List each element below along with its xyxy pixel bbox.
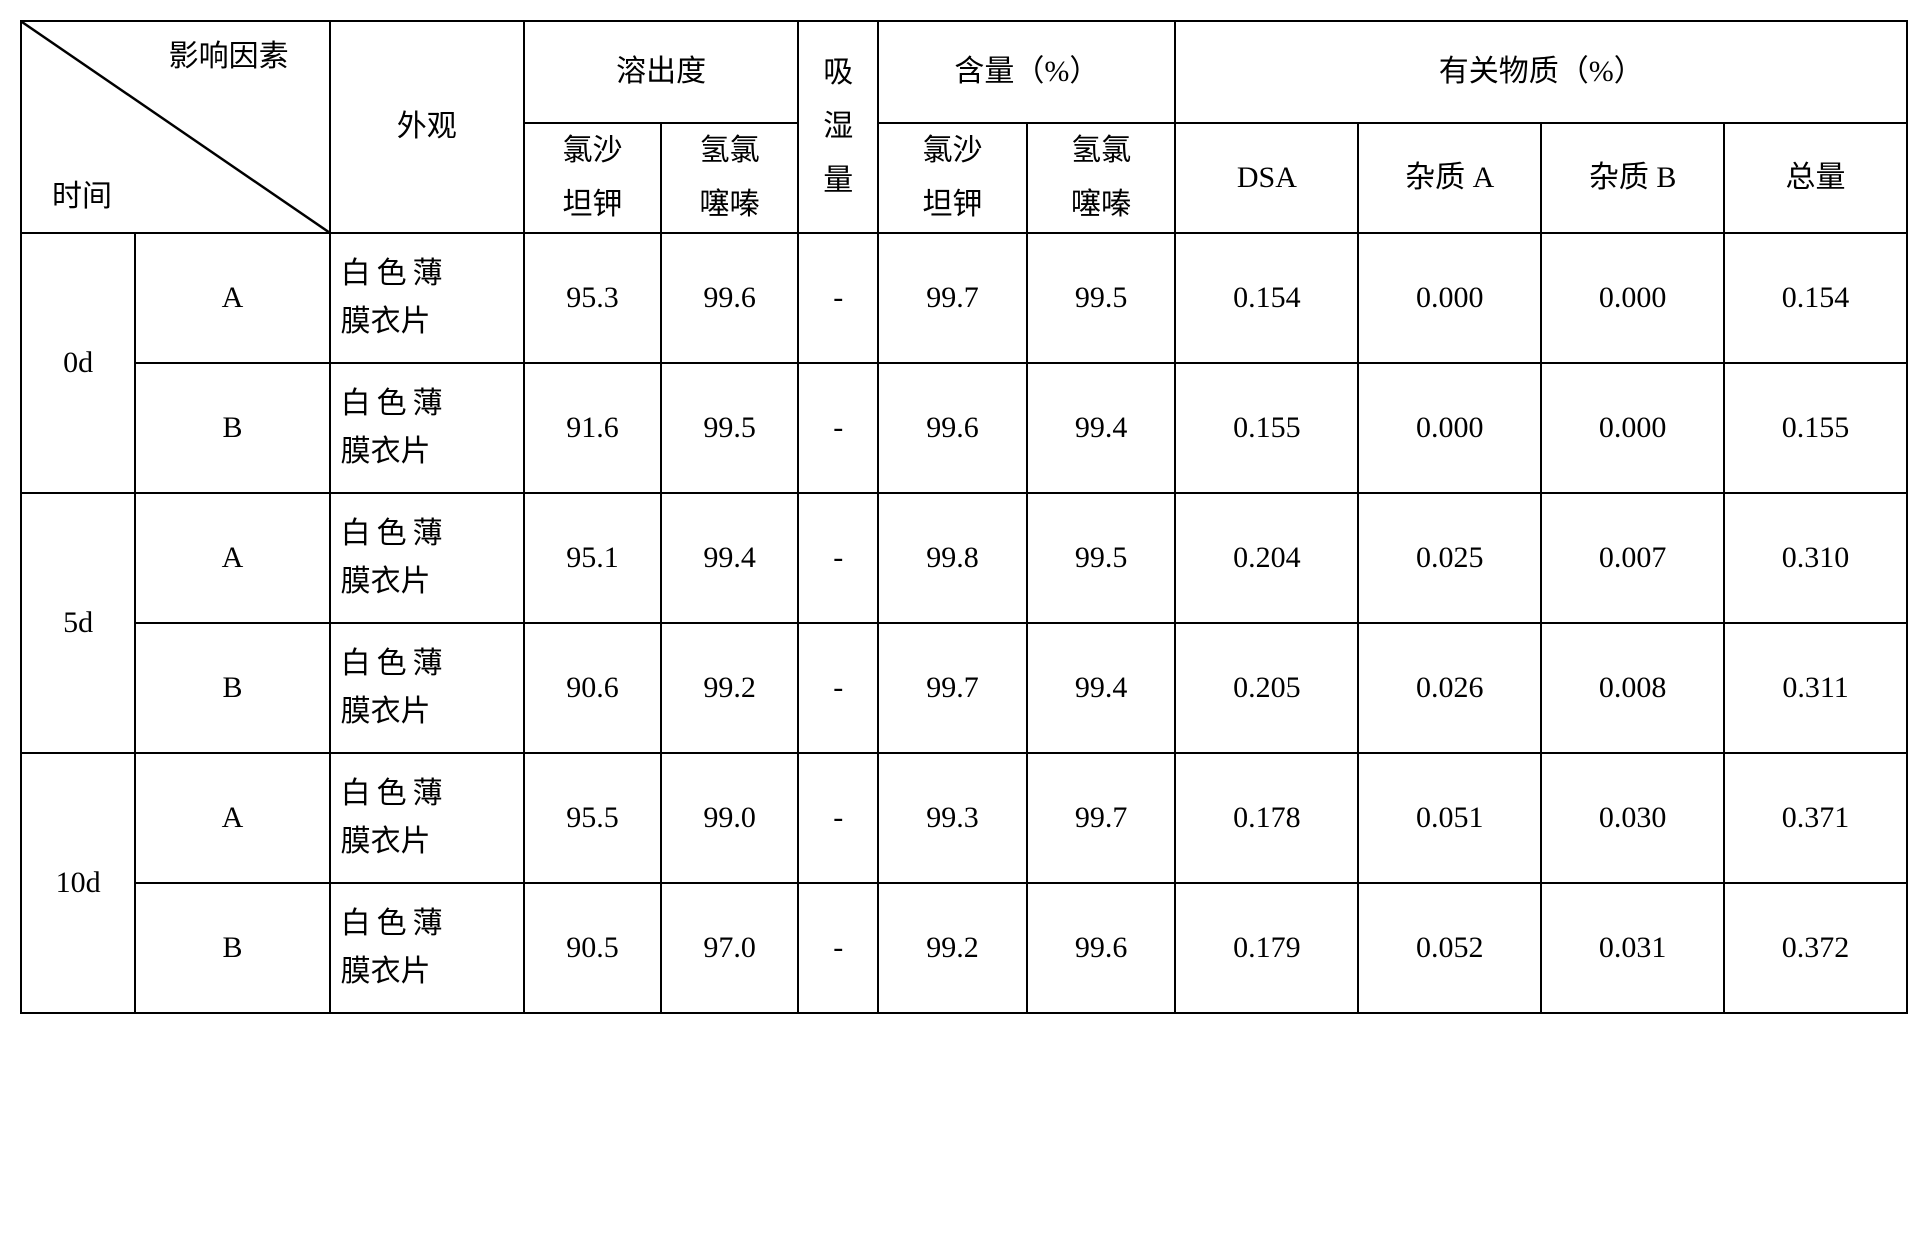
cell-factor: A [135, 753, 329, 883]
cell-dissolution-losartan: 95.1 [524, 493, 661, 623]
cell-dissolution-hctz: 99.4 [661, 493, 798, 623]
cell-dsa: 0.155 [1175, 363, 1358, 493]
cell-impurity-b: 0.031 [1541, 883, 1724, 1013]
stability-data-table: 影响因素 时间 外观 溶出度 吸湿量吸湿量 含量（%） 有关物质（%） 氯沙坦钾… [20, 20, 1908, 1014]
cell-appearance: 白色薄膜衣片 [330, 623, 524, 753]
cell-appearance: 白色薄膜衣片 [330, 493, 524, 623]
cell-impurity-b: 0.000 [1541, 233, 1724, 363]
header-dissolution-losartan: 氯沙坦钾氯沙坦钾 [524, 123, 661, 233]
cell-dissolution-hctz: 99.0 [661, 753, 798, 883]
cell-dissolution-hctz: 97.0 [661, 883, 798, 1013]
cell-total: 0.310 [1724, 493, 1907, 623]
diagonal-header-cell: 影响因素 时间 [21, 21, 330, 233]
header-content-hctz: 氢氯噻嗪氢氯噻嗪 [1027, 123, 1176, 233]
header-influencing-factors: 影响因素 [169, 30, 289, 84]
cell-dissolution-losartan: 95.5 [524, 753, 661, 883]
cell-factor: A [135, 493, 329, 623]
cell-dissolution-losartan: 95.3 [524, 233, 661, 363]
cell-total: 0.154 [1724, 233, 1907, 363]
cell-impurity-a: 0.000 [1358, 233, 1541, 363]
cell-factor: B [135, 883, 329, 1013]
cell-impurity-b: 0.030 [1541, 753, 1724, 883]
header-row-1: 影响因素 时间 外观 溶出度 吸湿量吸湿量 含量（%） 有关物质（%） [21, 21, 1907, 123]
table-row: 10dA白色薄膜衣片95.599.0-99.399.70.1780.0510.0… [21, 753, 1907, 883]
cell-dsa: 0.154 [1175, 233, 1358, 363]
header-dissolution: 溶出度 [524, 21, 798, 123]
table-row: 5dA白色薄膜衣片95.199.4-99.899.50.2040.0250.00… [21, 493, 1907, 623]
header-content-losartan: 氯沙坦钾氯沙坦钾 [878, 123, 1027, 233]
cell-content-hctz: 99.5 [1027, 493, 1176, 623]
cell-appearance: 白色薄膜衣片 [330, 363, 524, 493]
cell-content-losartan: 99.8 [878, 493, 1027, 623]
cell-content-hctz: 99.4 [1027, 623, 1176, 753]
cell-impurity-b: 0.008 [1541, 623, 1724, 753]
cell-content-hctz: 99.6 [1027, 883, 1176, 1013]
cell-humidity: - [798, 883, 878, 1013]
cell-content-losartan: 99.3 [878, 753, 1027, 883]
cell-content-hctz: 99.4 [1027, 363, 1176, 493]
header-impurity-b: 杂质 B [1541, 123, 1724, 233]
cell-factor: B [135, 623, 329, 753]
cell-impurity-a: 0.052 [1358, 883, 1541, 1013]
cell-total: 0.372 [1724, 883, 1907, 1013]
cell-total: 0.371 [1724, 753, 1907, 883]
cell-impurity-a: 0.026 [1358, 623, 1541, 753]
cell-humidity: - [798, 493, 878, 623]
header-humidity: 吸湿量吸湿量 [798, 21, 878, 233]
table-row: B白色薄膜衣片90.597.0-99.299.60.1790.0520.0310… [21, 883, 1907, 1013]
header-content: 含量（%） [878, 21, 1175, 123]
cell-time: 0d [21, 233, 135, 493]
cell-dsa: 0.204 [1175, 493, 1358, 623]
cell-humidity: - [798, 753, 878, 883]
cell-dsa: 0.205 [1175, 623, 1358, 753]
cell-appearance: 白色薄膜衣片 [330, 753, 524, 883]
header-dsa: DSA [1175, 123, 1358, 233]
cell-dissolution-hctz: 99.6 [661, 233, 798, 363]
cell-appearance: 白色薄膜衣片 [330, 883, 524, 1013]
header-appearance: 外观 [330, 21, 524, 233]
header-related-substances: 有关物质（%） [1175, 21, 1907, 123]
cell-time: 5d [21, 493, 135, 753]
cell-content-hctz: 99.5 [1027, 233, 1176, 363]
cell-dissolution-losartan: 90.5 [524, 883, 661, 1013]
header-total: 总量 [1724, 123, 1907, 233]
cell-impurity-b: 0.000 [1541, 363, 1724, 493]
cell-impurity-b: 0.007 [1541, 493, 1724, 623]
cell-dsa: 0.178 [1175, 753, 1358, 883]
header-time: 时间 [52, 170, 112, 224]
table-row: 0dA白色薄膜衣片95.399.6-99.799.50.1540.0000.00… [21, 233, 1907, 363]
cell-total: 0.155 [1724, 363, 1907, 493]
cell-humidity: - [798, 233, 878, 363]
cell-content-losartan: 99.7 [878, 623, 1027, 753]
header-impurity-a: 杂质 A [1358, 123, 1541, 233]
cell-factor: A [135, 233, 329, 363]
cell-appearance: 白色薄膜衣片 [330, 233, 524, 363]
cell-content-losartan: 99.7 [878, 233, 1027, 363]
cell-impurity-a: 0.000 [1358, 363, 1541, 493]
cell-content-losartan: 99.2 [878, 883, 1027, 1013]
cell-dissolution-losartan: 91.6 [524, 363, 661, 493]
cell-dissolution-hctz: 99.5 [661, 363, 798, 493]
cell-humidity: - [798, 623, 878, 753]
table-row: B白色薄膜衣片90.699.2-99.799.40.2050.0260.0080… [21, 623, 1907, 753]
cell-dsa: 0.179 [1175, 883, 1358, 1013]
cell-humidity: - [798, 363, 878, 493]
cell-dissolution-losartan: 90.6 [524, 623, 661, 753]
table-row: B白色薄膜衣片91.699.5-99.699.40.1550.0000.0000… [21, 363, 1907, 493]
cell-time: 10d [21, 753, 135, 1013]
cell-impurity-a: 0.051 [1358, 753, 1541, 883]
cell-impurity-a: 0.025 [1358, 493, 1541, 623]
cell-dissolution-hctz: 99.2 [661, 623, 798, 753]
cell-content-hctz: 99.7 [1027, 753, 1176, 883]
header-dissolution-hctz: 氢氯噻嗪氢氯噻嗪 [661, 123, 798, 233]
cell-content-losartan: 99.6 [878, 363, 1027, 493]
cell-factor: B [135, 363, 329, 493]
cell-total: 0.311 [1724, 623, 1907, 753]
